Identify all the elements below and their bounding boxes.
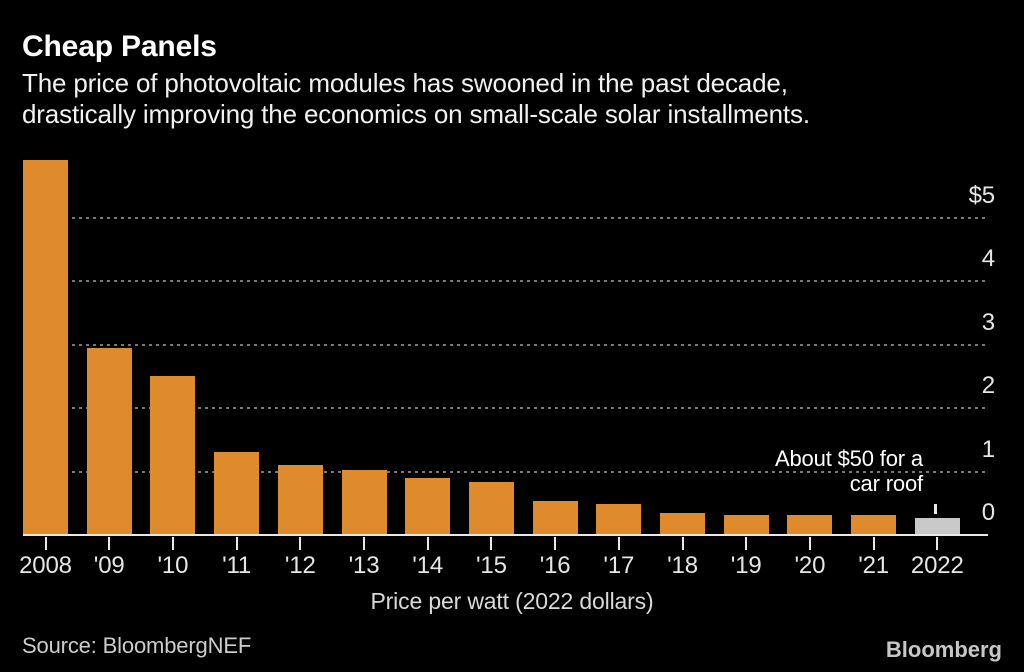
x-axis-tick-18: [681, 537, 684, 550]
gridline-5: [23, 216, 988, 219]
x-axis-tick-19: [745, 537, 748, 550]
x-tick-label-15: '15: [475, 552, 507, 579]
gridline-3: [23, 343, 988, 346]
bar-11: [214, 452, 260, 535]
x-axis-caption: Price per watt (2022 dollars): [370, 588, 654, 614]
bar-annotation-line1: About $50 for a: [774, 446, 923, 471]
x-tick-label-09: '09: [93, 552, 125, 579]
x-tick-label-21: '21: [858, 552, 889, 579]
x-axis-tick-17: [617, 537, 620, 550]
x-axis-tick-2022: [936, 537, 939, 550]
bar-12: [277, 465, 323, 535]
x-axis-tick-20: [808, 537, 811, 550]
x-axis-tick-10: [171, 537, 174, 550]
x-axis-tick-2008: [44, 537, 47, 550]
bar-15: [468, 482, 514, 535]
bar-09: [86, 348, 132, 535]
x-axis-baseline: [23, 534, 988, 536]
x-tick-label-17: '17: [603, 552, 635, 579]
x-tick-label-14: '14: [412, 552, 444, 579]
x-tick-label-19: '19: [730, 552, 762, 579]
x-tick-label-11: '11: [222, 552, 252, 579]
bar-21: [851, 515, 897, 535]
gridline-2: [23, 407, 988, 409]
bar-10: [150, 376, 196, 535]
y-tick-label-5: $5: [968, 181, 996, 209]
y-tick-label-2: 2: [981, 372, 995, 399]
x-tick-label-2008: 2008: [19, 552, 72, 579]
annotation-pointer-tick: [934, 504, 937, 514]
x-axis-tick-21: [872, 537, 875, 550]
bar-18: [660, 513, 705, 535]
chart-subtitle-line2: drastically improving the economics on s…: [22, 99, 810, 129]
bar-19: [723, 515, 769, 535]
x-tick-label-12: '12: [284, 552, 316, 579]
bar-16: [532, 501, 578, 535]
y-tick-label-0: 0: [981, 499, 995, 526]
y-tick-label-1: 1: [981, 435, 995, 463]
bar-2008: [23, 160, 68, 535]
x-axis-tick-14: [426, 537, 429, 550]
x-tick-label-10: '10: [157, 552, 189, 579]
gridline-4: [23, 280, 988, 282]
bar-annotation: About $50 for a car roof: [775, 446, 923, 496]
x-axis-tick-15: [490, 537, 493, 550]
bar-17: [596, 504, 642, 535]
x-axis-tick-12: [299, 537, 302, 550]
source-text: Source: BloombergNEF: [22, 633, 252, 658]
chart-title: Cheap Panels: [22, 30, 217, 63]
x-tick-label-20: '20: [794, 552, 826, 579]
x-tick-label-13: '13: [348, 552, 380, 579]
gridline-1: [23, 470, 988, 473]
bar-14: [405, 478, 451, 535]
bar-13: [341, 470, 387, 535]
bar-2022: [914, 518, 960, 535]
x-tick-label-16: '16: [539, 552, 571, 579]
y-tick-label-3: 3: [981, 308, 995, 336]
x-axis-tick-16: [554, 537, 557, 550]
chart-subtitle-line1: The price of photovoltaic modules has sw…: [22, 68, 788, 98]
y-tick-label-4: 4: [981, 245, 995, 272]
x-axis-tick-11: [235, 537, 238, 550]
x-tick-label-18: '18: [667, 552, 698, 579]
bloomberg-logo: Bloomberg: [885, 637, 1002, 662]
bar-20: [787, 515, 833, 535]
x-axis-tick-13: [363, 537, 365, 550]
x-axis-tick-09: [108, 537, 111, 550]
x-tick-label-2022: 2022: [910, 552, 964, 579]
chart-subtitle: The price of photovoltaic modules has sw…: [22, 68, 810, 130]
bar-annotation-line2: car roof: [849, 471, 923, 496]
bar-chart-plot-area: 2008 '09 '10 '11 '12 '13 '14 '15 '16 '17 '18 '19 '20…: [19, 150, 995, 579]
